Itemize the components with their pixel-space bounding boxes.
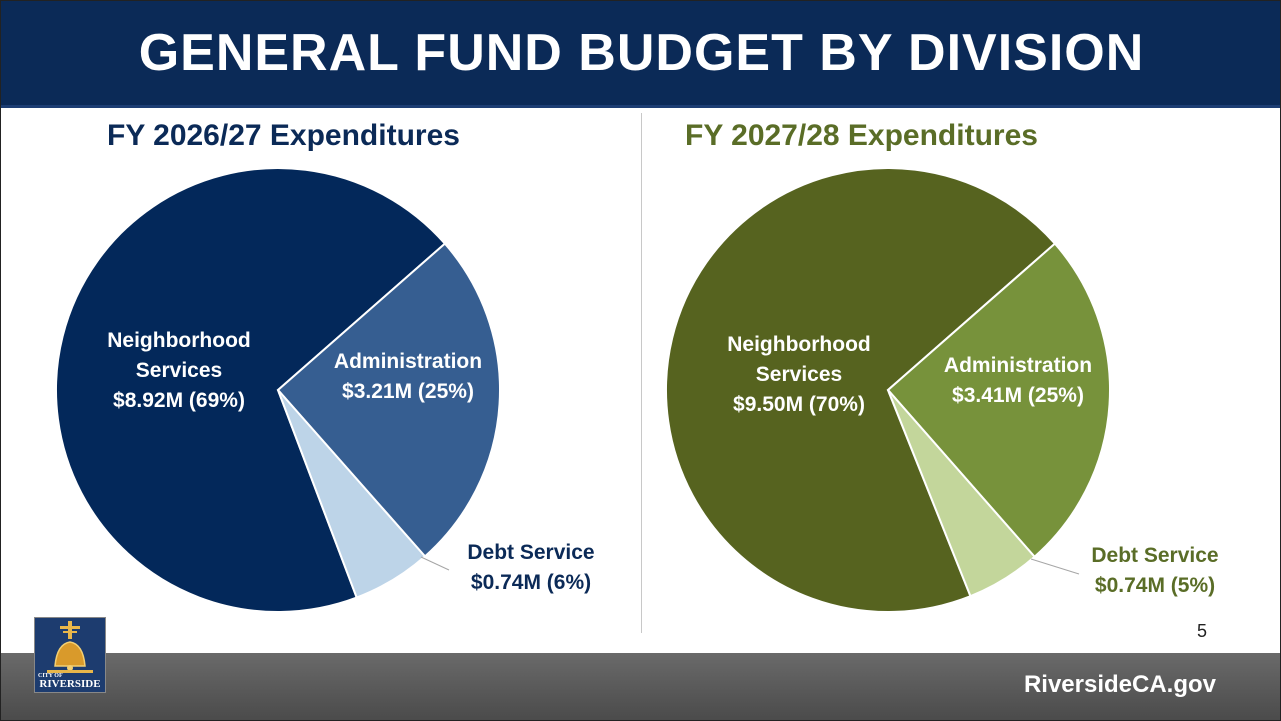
logo-small-text: CITY OF — [38, 673, 63, 679]
leader-line-0-2 — [420, 556, 450, 571]
title-rule — [1, 105, 1280, 108]
bell-icon — [47, 621, 93, 673]
chart-title-fy2027: FY 2027/28 Expenditures — [685, 119, 1038, 152]
slice-label-0-0: Neighborhood Services $8.92M (69%) — [107, 329, 250, 412]
footer: RiversideCA.gov — [1, 653, 1280, 720]
pie-slice-1-1 — [886, 242, 1111, 559]
chart-title-fy2026: FY 2026/27 Expenditures — [107, 119, 460, 152]
chart-divider — [641, 113, 642, 633]
logo-text: CITY OF RIVERSIDE — [35, 673, 105, 690]
website-link[interactable]: RiversideCA.gov — [1023, 671, 1216, 698]
pie-slice-0-1 — [276, 242, 501, 558]
title-bar: GENERAL FUND BUDGET BY DIVISION — [1, 1, 1280, 105]
slice-label-1-1: Administration $3.41M (25%) — [944, 354, 1092, 407]
slice-label-1-0: Neighborhood Services $9.50M (70%) — [727, 333, 870, 416]
logo-main-text: RIVERSIDE — [39, 678, 101, 690]
slice-label-0-2: Debt Service $0.74M (6%) — [467, 541, 594, 594]
page-number: 5 — [1197, 621, 1208, 641]
pie-slice-1-2 — [887, 389, 1036, 598]
slice-label-0-1: Administration $3.21M (25%) — [334, 350, 482, 403]
riverside-bell-logo-icon: CITY OF RIVERSIDE — [34, 617, 106, 693]
slide-title: GENERAL FUND BUDGET BY DIVISION — [138, 24, 1145, 82]
pie-slice-1-0 — [665, 167, 1057, 613]
pie-charts: Neighborhood Services $8.92M (69%) Administ… — [55, 167, 1219, 613]
pie-slice-0-0 — [55, 167, 447, 613]
leader-line-1-2 — [1030, 558, 1080, 575]
pie-slice-0-2 — [277, 389, 427, 599]
slice-label-1-2: Debt Service $0.74M (5%) — [1091, 544, 1218, 597]
